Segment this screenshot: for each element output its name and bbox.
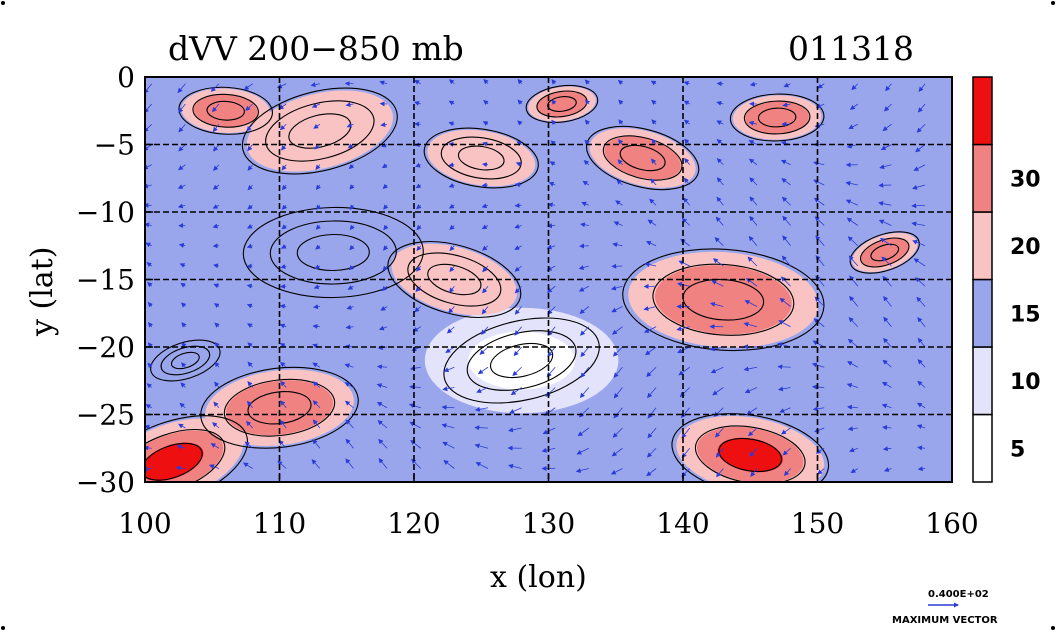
y-axis-label: y (lat): [25, 247, 60, 337]
y-tick-label: −15: [76, 264, 135, 297]
x-axis: 100 110 120 130 140 150 160: [118, 474, 978, 540]
field-region: [468, 331, 574, 389]
y-tick-label: −5: [94, 129, 135, 162]
wind-vector: [515, 205, 521, 206]
x-tick-label: 150: [791, 507, 844, 540]
y-tick-label: 0: [117, 61, 135, 94]
x-tick-label: 110: [253, 507, 306, 540]
vector-legend-label: MAXIMUM VECTOR: [892, 615, 998, 626]
colorbar-segment: [973, 347, 992, 415]
x-tick-label: 160: [925, 507, 978, 540]
vector-legend: 0.400E+02 MAXIMUM VECTOR: [892, 589, 998, 626]
colorbar-label: 30: [1010, 167, 1041, 192]
y-tick-label: −30: [76, 466, 135, 499]
colorbar-label: 5: [1010, 437, 1025, 462]
y-tick-label: −20: [76, 331, 135, 364]
x-axis-label: x (lon): [490, 560, 587, 595]
x-tick-label: 100: [118, 507, 171, 540]
corner-dot: [1, 1, 5, 5]
y-tick-label: −10: [76, 196, 135, 229]
colorbar-segment: [973, 77, 992, 145]
x-tick-label: 140: [656, 507, 709, 540]
y-tick-label: −25: [76, 399, 135, 432]
x-tick-label: 130: [522, 507, 575, 540]
field-layer: [84, 73, 952, 526]
plot-area: 100 110 120 130 140 150 160 0 −5 −10 −15 −20 −25 −30: [76, 61, 979, 540]
colorbar-segment: [973, 145, 992, 213]
vector-legend-value: 0.400E+02: [928, 589, 989, 600]
colorbar-label: 20: [1010, 235, 1041, 260]
colorbar-segment: [973, 280, 992, 348]
colorbar: 5 10 15 20 30: [973, 77, 1041, 482]
chart-title: dVV 200−850 mb: [168, 29, 464, 68]
x-tick-label: 120: [387, 507, 440, 540]
colorbar-segment: [973, 415, 992, 483]
date-label: 011318: [788, 29, 914, 68]
colorbar-label: 10: [1010, 370, 1041, 395]
colorbar-segment: [973, 212, 992, 280]
colorbar-label: 15: [1010, 302, 1041, 327]
corner-dot: [1051, 626, 1055, 630]
corner-dot: [1, 626, 5, 630]
corner-dot: [1051, 1, 1055, 5]
y-axis: 0 −5 −10 −15 −20 −25 −30: [76, 61, 153, 499]
